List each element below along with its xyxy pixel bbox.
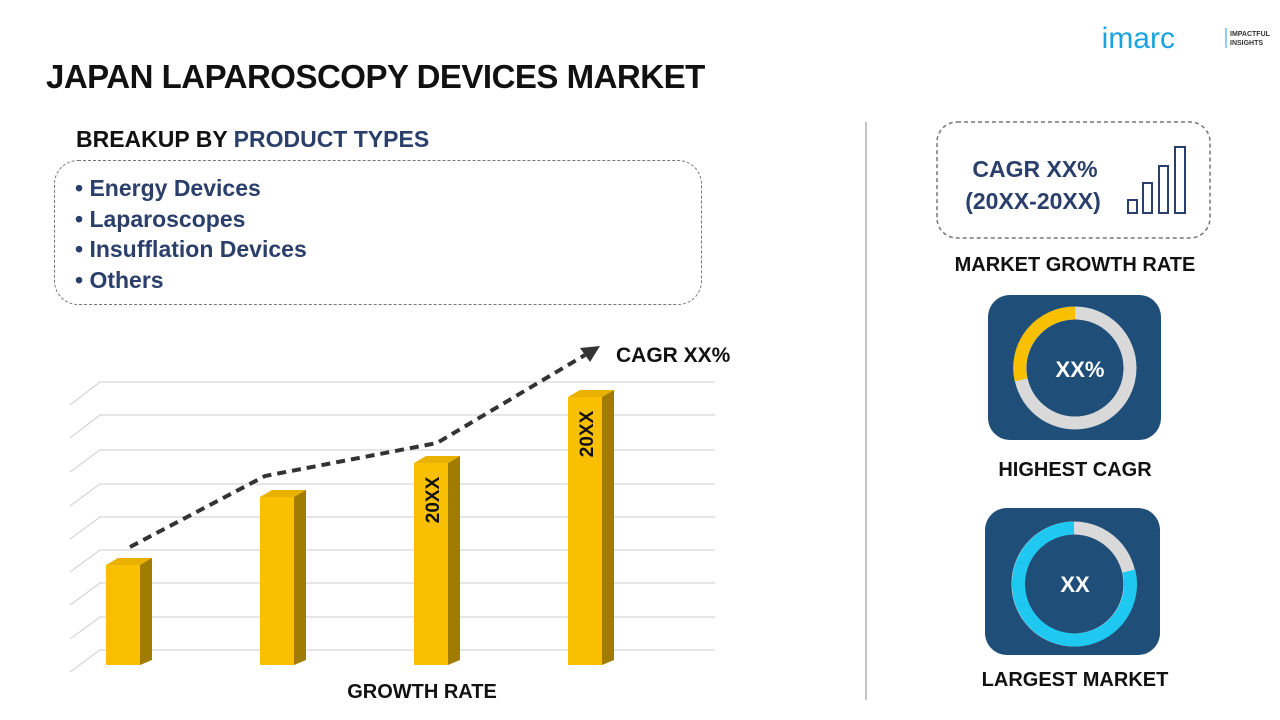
growth-icon <box>1127 146 1186 214</box>
list-item: Energy Devices <box>75 173 701 204</box>
donut-value: XX% <box>1056 357 1105 382</box>
cagr-label: CAGR XX% <box>616 344 731 367</box>
title: JAPAN LAPAROSCOPY DEVICES MARKET <box>46 58 705 95</box>
donut-arc <box>1012 521 1138 647</box>
list-item: Insufflation Devices <box>75 234 701 265</box>
bar-label: 20XX <box>577 410 598 457</box>
list-item: Laparoscopes <box>75 204 701 235</box>
arrow-head <box>580 346 600 362</box>
axis-label: GROWTH RATE <box>347 681 497 703</box>
side-label: MARKET GROWTH RATE <box>954 254 1196 276</box>
donut-value: XX <box>1060 572 1090 597</box>
cagr-value: CAGR XX% <box>972 156 1097 182</box>
heading-highlight: PRODUCT TYPES <box>233 126 430 152</box>
grid <box>69 381 715 673</box>
cagr-period: (20XX-20XX) <box>965 188 1101 214</box>
list-box: Energy Devices Laparoscopes Insufflation… <box>54 160 702 305</box>
heading-prefix: BREAKUP BY <box>76 126 228 152</box>
trend-arrow <box>129 353 587 549</box>
bar-label: 20XX <box>423 476 444 523</box>
side-label: HIGHEST CAGR <box>998 459 1152 481</box>
donut-arc <box>1013 306 1076 382</box>
bars <box>106 390 614 665</box>
cagr-box <box>936 121 1211 239</box>
heading: BREAKUP BY PRODUCT TYPES <box>76 126 429 153</box>
logo-tagline: INSIGHTS <box>1230 40 1263 47</box>
logo: imarc <box>1102 22 1175 55</box>
list-item: Others <box>75 265 701 296</box>
side-label: LARGEST MARKET <box>981 669 1169 691</box>
logo-tagline: IMPACTFUL <box>1230 31 1271 38</box>
